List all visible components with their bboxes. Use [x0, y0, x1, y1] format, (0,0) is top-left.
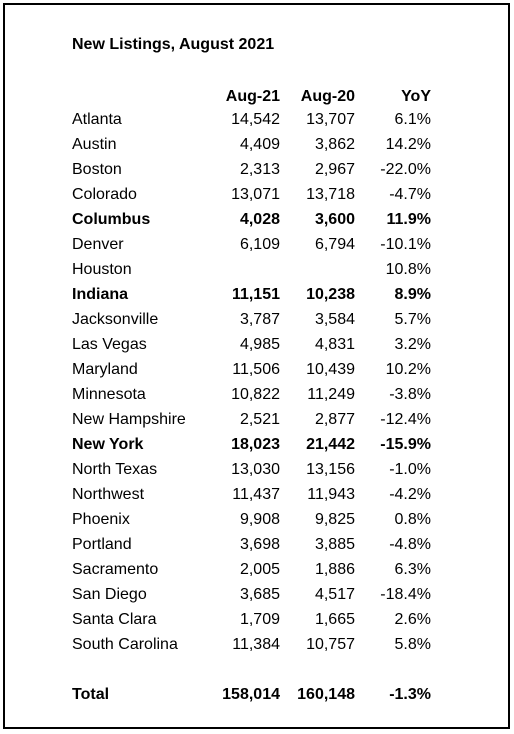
aug-20-cell: 1,665 [314, 611, 355, 628]
title: New Listings, August 2021 [72, 36, 275, 53]
aug-21-cell: 3,698 [239, 536, 280, 553]
yoy-cell: 10.8% [385, 261, 431, 278]
yoy-cell: 14.2% [385, 136, 431, 153]
city-cell: Denver [72, 236, 124, 253]
aug-21-cell: 4,409 [239, 136, 280, 153]
aug-20-cell: 4,517 [314, 586, 355, 603]
yoy-cell: 6.3% [394, 561, 431, 578]
aug-21-cell: 2,005 [239, 561, 280, 578]
city-cell: New Hampshire [72, 411, 186, 428]
aug-20-cell: 10,439 [306, 361, 355, 378]
aug-20-cell: 2,877 [314, 411, 355, 428]
yoy-cell: -10.1% [380, 236, 431, 253]
aug-21-cell: 11,384 [232, 636, 280, 653]
city-cell: South Carolina [72, 636, 178, 653]
city-cell: Maryland [72, 361, 138, 378]
aug-21-cell: 6,109 [239, 236, 280, 253]
aug-21-cell: 14,542 [231, 111, 280, 128]
city-cell: Austin [72, 136, 117, 153]
aug-21-cell: 4,028 [239, 211, 280, 228]
city-cell: Santa Clara [72, 611, 157, 628]
aug-21-cell: 2,313 [239, 161, 280, 178]
aug-20-cell: 4,831 [314, 336, 355, 353]
aug-21-cell: 3,787 [239, 311, 280, 328]
aug-21-cell: 3,685 [239, 586, 280, 603]
aug-21-cell: 13,030 [231, 461, 280, 478]
table-frame [3, 3, 510, 729]
aug-20-cell: 2,967 [314, 161, 355, 178]
yoy-cell: -18.4% [380, 586, 431, 603]
yoy-cell: 11.9% [386, 211, 431, 228]
aug-20-cell: 13,707 [306, 111, 355, 128]
city-cell: Boston [72, 161, 122, 178]
column-header: Aug-21 [225, 88, 280, 105]
yoy-cell: 3.2% [394, 336, 431, 353]
yoy-cell: 8.9% [394, 286, 431, 303]
city-cell: Phoenix [72, 511, 130, 528]
yoy-cell: -3.8% [389, 386, 431, 403]
yoy-cell: -1.0% [389, 461, 431, 478]
city-cell: Columbus [72, 211, 151, 228]
aug-20-cell: 10,238 [306, 286, 355, 303]
aug-20-cell: 9,825 [314, 511, 355, 528]
aug-20-cell: 1,886 [314, 561, 355, 578]
column-header: Aug-20 [300, 88, 355, 105]
yoy-cell: 5.8% [394, 636, 431, 653]
city-cell: Sacramento [72, 561, 159, 578]
city-cell: Jacksonville [72, 311, 159, 328]
city-cell: Indiana [72, 286, 129, 303]
aug-20-cell: 11,249 [307, 386, 355, 403]
column-header: YoY [401, 88, 431, 105]
aug-21-cell: 11,506 [232, 361, 280, 378]
city-cell: Atlanta [72, 111, 122, 128]
total-city: Total [72, 686, 110, 703]
aug-20-cell: 10,757 [306, 636, 355, 653]
total-aug-20: 160,148 [297, 686, 355, 703]
yoy-cell: -4.8% [389, 536, 431, 553]
aug-21-cell: 10,822 [231, 386, 280, 403]
yoy-cell: -4.2% [389, 486, 431, 503]
city-cell: Houston [72, 261, 132, 278]
aug-21-cell: 1,709 [239, 611, 280, 628]
aug-21-cell: 9,908 [239, 511, 280, 528]
aug-21-cell: 2,521 [239, 411, 280, 428]
aug-20-cell: 3,862 [314, 136, 355, 153]
aug-21-cell: 11,437 [232, 486, 280, 503]
total-yoy: -1.3% [389, 686, 431, 703]
aug-20-cell: 3,584 [314, 311, 355, 328]
yoy-cell: 10.2% [385, 361, 431, 378]
yoy-cell: -22.0% [380, 161, 431, 178]
aug-20-cell: 3,600 [314, 211, 355, 228]
yoy-cell: 6.1% [394, 111, 431, 128]
city-cell: San Diego [72, 586, 147, 603]
aug-20-cell: 11,943 [307, 486, 355, 503]
aug-21-cell: 11,151 [231, 286, 280, 303]
city-cell: Northwest [72, 486, 145, 503]
aug-20-cell: 3,885 [314, 536, 355, 553]
yoy-cell: 2.6% [394, 611, 431, 628]
city-cell: Portland [72, 536, 132, 553]
aug-21-cell: 13,071 [231, 186, 280, 203]
yoy-cell: -15.9% [380, 436, 431, 453]
city-cell: New York [72, 436, 144, 453]
city-cell: Las Vegas [72, 336, 147, 353]
yoy-cell: -4.7% [389, 186, 431, 203]
aug-20-cell: 21,442 [306, 436, 355, 453]
yoy-cell: 5.7% [394, 311, 431, 328]
yoy-cell: 0.8% [394, 511, 431, 528]
aug-21-cell: 18,023 [231, 436, 280, 453]
city-cell: North Texas [72, 461, 158, 478]
aug-20-cell: 13,156 [306, 461, 355, 478]
yoy-cell: -12.4% [380, 411, 431, 428]
total-aug-21: 158,014 [222, 686, 280, 703]
aug-21-cell: 4,985 [239, 336, 280, 353]
city-cell: Minnesota [72, 386, 146, 403]
aug-20-cell: 6,794 [314, 236, 355, 253]
aug-20-cell: 13,718 [306, 186, 355, 203]
city-cell: Colorado [72, 186, 137, 203]
